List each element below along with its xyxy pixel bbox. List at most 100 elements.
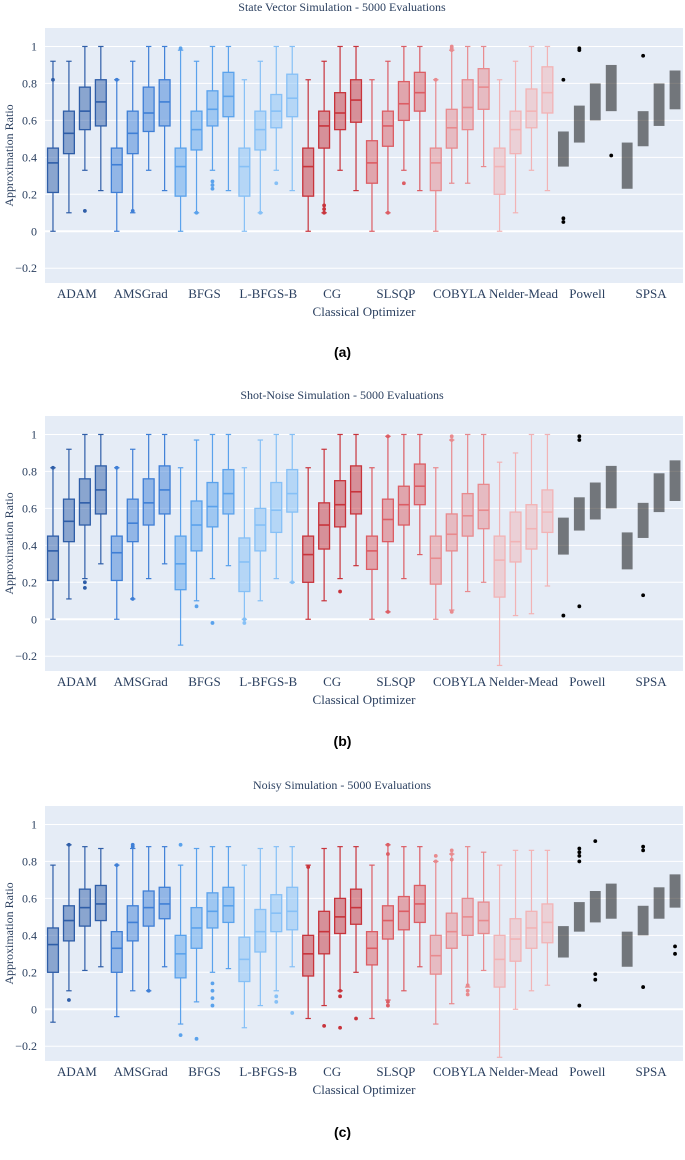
outlier-point (82, 585, 87, 590)
outlier-point (433, 859, 438, 864)
outlier-point (386, 434, 390, 439)
box-iqr (110, 147, 123, 194)
caption-b: (b) (333, 733, 352, 749)
box-adam-4 (94, 45, 107, 192)
y-tick-label: 0 (31, 612, 37, 626)
box-iqr (605, 64, 617, 112)
y-tick-label: 0.6 (22, 891, 37, 905)
x-tick-label: Nelder-Mead (489, 286, 559, 301)
box-iqr (445, 912, 458, 949)
y-tick-label: −0.2 (15, 261, 37, 275)
x-tick-label: SPSA (636, 674, 668, 689)
box-iqr (286, 886, 299, 931)
box-iqr (222, 886, 235, 924)
box-iqr (557, 926, 569, 958)
outlier-point (577, 604, 582, 609)
box-iqr (62, 110, 75, 155)
box-adam-4 (94, 847, 107, 968)
box-iqr (541, 66, 554, 114)
box-iqr (302, 934, 315, 977)
box-adam-2 (62, 448, 75, 600)
box-iqr (318, 110, 331, 149)
box-l-bfgs-b-3 (270, 846, 283, 1004)
box-cg-1 (302, 864, 315, 1020)
outlier-point (641, 985, 646, 989)
box-amsgrad-1 (110, 863, 123, 1018)
outlier-point (194, 210, 199, 215)
box-iqr (365, 140, 379, 184)
box-iqr (445, 513, 458, 552)
box-powell-3 (589, 839, 601, 982)
box-nelder-mead-2 (509, 60, 522, 214)
box-slsqp-3 (397, 45, 410, 186)
x-tick-label: CG (323, 1064, 341, 1079)
box-cg-4 (349, 45, 363, 192)
box-iqr (318, 502, 331, 550)
plot-area (45, 416, 683, 671)
y-tick-label: 0.8 (22, 464, 37, 478)
box-nelder-mead-1 (493, 79, 506, 232)
box-amsgrad-4 (158, 45, 171, 192)
box-iqr (541, 489, 554, 534)
outlier-point (130, 842, 135, 847)
box-bfgs-3 (206, 846, 219, 1008)
outlier-point (561, 77, 566, 82)
box-iqr (302, 147, 315, 197)
y-axis-label: Approximation Ratio (2, 492, 16, 594)
outlier-point (609, 153, 614, 158)
box-iqr (190, 110, 203, 151)
box-powell-1 (557, 926, 569, 958)
x-tick-label: SLSQP (376, 1064, 415, 1079)
x-tick-label: Powell (569, 674, 606, 689)
box-iqr (509, 110, 522, 155)
box-iqr (206, 90, 219, 127)
outlier-point (354, 1016, 358, 1021)
box-iqr (653, 83, 665, 126)
box-iqr (126, 498, 139, 543)
box-slsqp-2 (381, 60, 394, 215)
y-tick-label: −0.2 (15, 649, 37, 663)
chart-shot-noise: −0.2 0 0.2 0.4 0.6 0.8 1 Shot-Noise Simulation … (2, 388, 683, 707)
box-adam-2 (62, 60, 75, 214)
box-cobyla-1 (429, 853, 442, 1025)
box-spsa-2 (637, 844, 649, 989)
box-adam-1 (46, 465, 60, 620)
box-iqr (381, 905, 394, 940)
box-iqr (429, 147, 442, 192)
x-tick-label: ADAM (57, 1064, 97, 1079)
box-powell-4 (605, 465, 617, 509)
box-iqr (334, 897, 347, 935)
outlier-point (274, 994, 279, 999)
box-nelder-mead-2 (509, 452, 522, 617)
outlier-point (210, 621, 215, 625)
box-nelder-mead-1 (493, 864, 506, 1058)
outlier-point (577, 846, 582, 851)
outlier-point (593, 839, 598, 844)
box-iqr (509, 511, 522, 563)
x-tick-label: COBYLA (433, 286, 487, 301)
outlier-point (577, 46, 582, 51)
box-iqr (509, 918, 522, 962)
box-bfgs-2 (190, 847, 203, 1041)
box-nelder-mead-1 (493, 461, 506, 667)
outlier-point (449, 609, 454, 614)
box-iqr (493, 934, 506, 988)
box-iqr (589, 891, 601, 923)
box-cg-2 (318, 448, 331, 602)
outlier-point (449, 434, 454, 439)
box-cg-3 (334, 433, 347, 594)
x-tick-label: AMSGrad (114, 286, 169, 301)
chart-title: Shot-Noise Simulation - 5000 Evaluations (240, 388, 444, 402)
box-iqr (349, 888, 363, 925)
box-cg-4 (349, 846, 363, 1021)
outlier-point (338, 994, 342, 999)
box-adam-3 (78, 433, 91, 590)
x-tick-label: BFGS (188, 286, 221, 301)
box-powell-4 (605, 883, 617, 919)
box-iqr (573, 902, 585, 932)
box-iqr (302, 535, 315, 583)
outlier-point (449, 848, 454, 853)
outlier-point (210, 996, 215, 1001)
box-iqr (62, 905, 75, 942)
outlier-point (449, 857, 454, 862)
